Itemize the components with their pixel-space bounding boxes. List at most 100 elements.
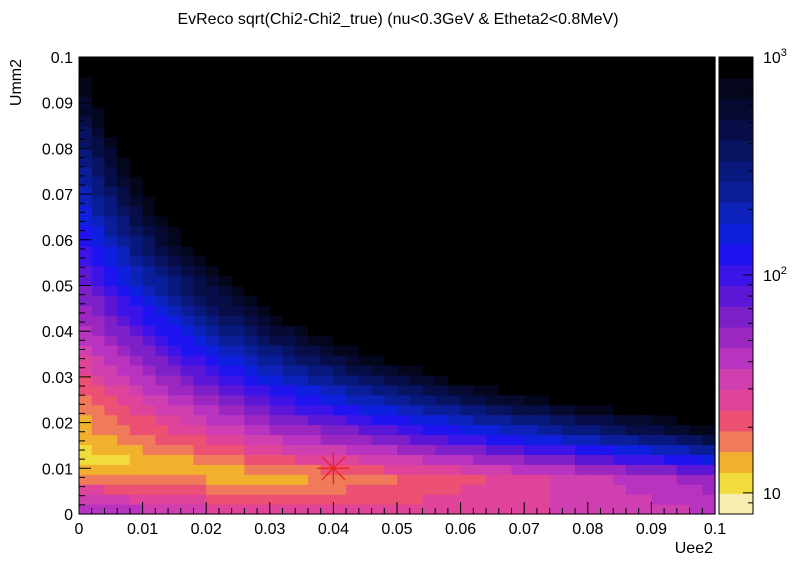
heatmap-cell bbox=[587, 355, 602, 366]
heatmap-cell bbox=[702, 384, 716, 396]
heatmap-cell bbox=[638, 394, 652, 406]
heatmap-cell bbox=[269, 325, 284, 336]
heatmap-cell bbox=[524, 285, 538, 297]
heatmap-cell bbox=[409, 444, 424, 455]
heatmap-cell bbox=[129, 414, 144, 426]
heatmap-cell bbox=[435, 394, 449, 406]
heatmap-cell bbox=[218, 295, 233, 306]
heatmap-cell bbox=[358, 355, 373, 366]
heatmap-cell bbox=[257, 315, 271, 326]
heatmap-cell bbox=[651, 464, 665, 475]
colorbar-band bbox=[719, 119, 753, 141]
heatmap-cell bbox=[689, 57, 703, 68]
heatmap-cell bbox=[91, 305, 106, 316]
heatmap-cell bbox=[422, 305, 436, 316]
heatmap-cell bbox=[282, 424, 296, 436]
heatmap-cell bbox=[371, 295, 385, 306]
heatmap-cell bbox=[244, 464, 258, 475]
heatmap-cell bbox=[129, 136, 144, 148]
heatmap-cell bbox=[702, 146, 716, 157]
heatmap-cell bbox=[447, 215, 462, 227]
heatmap-cell bbox=[206, 305, 220, 316]
colorbar-frame bbox=[718, 56, 754, 515]
heatmap-cell bbox=[562, 225, 576, 237]
heatmap-cell bbox=[155, 434, 169, 446]
heatmap-cell bbox=[524, 335, 538, 346]
heatmap-cell bbox=[613, 126, 627, 138]
heatmap-cell bbox=[664, 186, 678, 197]
heatmap-cell bbox=[155, 295, 169, 306]
heatmap-cell bbox=[142, 325, 156, 336]
heatmap-cell bbox=[651, 355, 665, 366]
heatmap-cell bbox=[575, 136, 589, 148]
heatmap-cell bbox=[702, 374, 716, 386]
heatmap-cell bbox=[320, 136, 334, 148]
heatmap-cell bbox=[409, 235, 424, 247]
heatmap-cell bbox=[625, 106, 640, 118]
heatmap-cell bbox=[320, 176, 334, 187]
heatmap-cell bbox=[409, 215, 424, 227]
heatmap-cell bbox=[676, 404, 691, 416]
heatmap-cell bbox=[129, 106, 144, 118]
heatmap-cell bbox=[244, 345, 258, 356]
heatmap-cell bbox=[206, 414, 220, 426]
heatmap-cell bbox=[435, 364, 449, 376]
heatmap-cell bbox=[180, 116, 195, 128]
heatmap-cell bbox=[257, 355, 271, 366]
heatmap-cell bbox=[664, 245, 678, 257]
heatmap-cell bbox=[206, 295, 220, 306]
heatmap-cell bbox=[180, 345, 195, 356]
heatmap-cell bbox=[142, 146, 156, 157]
heatmap-cell bbox=[460, 335, 474, 346]
heatmap-cell bbox=[269, 186, 284, 197]
heatmap-cell bbox=[193, 245, 207, 257]
heatmap-cell bbox=[689, 225, 703, 237]
heatmap-cell bbox=[702, 394, 716, 406]
heatmap-cell bbox=[371, 206, 385, 217]
heatmap-cell bbox=[422, 166, 436, 177]
heatmap-cell bbox=[486, 424, 500, 436]
heatmap-cell bbox=[638, 186, 652, 197]
heatmap-cell bbox=[384, 275, 398, 287]
heatmap-cell bbox=[307, 136, 322, 148]
chart-title: EvReco sqrt(Chi2-Chi2_true) (nu<0.3GeV &… bbox=[177, 11, 618, 28]
heatmap-cell bbox=[676, 146, 691, 157]
heatmap-cell bbox=[91, 225, 106, 237]
heatmap-cell bbox=[384, 424, 398, 436]
colorbar-band bbox=[719, 347, 753, 370]
heatmap-cell bbox=[473, 255, 487, 267]
heatmap-cell bbox=[295, 335, 309, 346]
heatmap-cell bbox=[282, 96, 296, 108]
heatmap-cell bbox=[371, 325, 385, 336]
heatmap-cell bbox=[117, 494, 131, 505]
heatmap-cell bbox=[371, 464, 385, 475]
heatmap-cell bbox=[638, 275, 652, 287]
heatmap-cell bbox=[549, 225, 563, 237]
heatmap-cell bbox=[664, 57, 678, 68]
heatmap-cell bbox=[104, 196, 118, 207]
heatmap-cell bbox=[664, 494, 678, 505]
heatmap-cell bbox=[257, 156, 271, 167]
heatmap-cell bbox=[575, 235, 589, 247]
heatmap-cell bbox=[549, 76, 563, 88]
heatmap-cell bbox=[244, 96, 258, 108]
heatmap-cell bbox=[193, 66, 207, 78]
heatmap-cell bbox=[524, 464, 538, 475]
heatmap-cell bbox=[282, 57, 296, 68]
heatmap-cell bbox=[193, 414, 207, 426]
heatmap-cell bbox=[664, 384, 678, 396]
heatmap-cell bbox=[257, 374, 271, 386]
heatmap-cell bbox=[651, 146, 665, 157]
heatmap-cell bbox=[155, 384, 169, 396]
heatmap-cell bbox=[269, 444, 284, 455]
heatmap-cell bbox=[664, 265, 678, 277]
heatmap-cell bbox=[104, 315, 118, 326]
heatmap-cell bbox=[575, 215, 589, 227]
heatmap-cell bbox=[422, 484, 436, 495]
heatmap-cell bbox=[651, 474, 665, 485]
heatmap-cell bbox=[282, 206, 296, 217]
heatmap-cell bbox=[613, 96, 627, 108]
heatmap-cell bbox=[397, 186, 411, 197]
heatmap-cell bbox=[218, 364, 233, 376]
heatmap-cell bbox=[79, 186, 93, 197]
